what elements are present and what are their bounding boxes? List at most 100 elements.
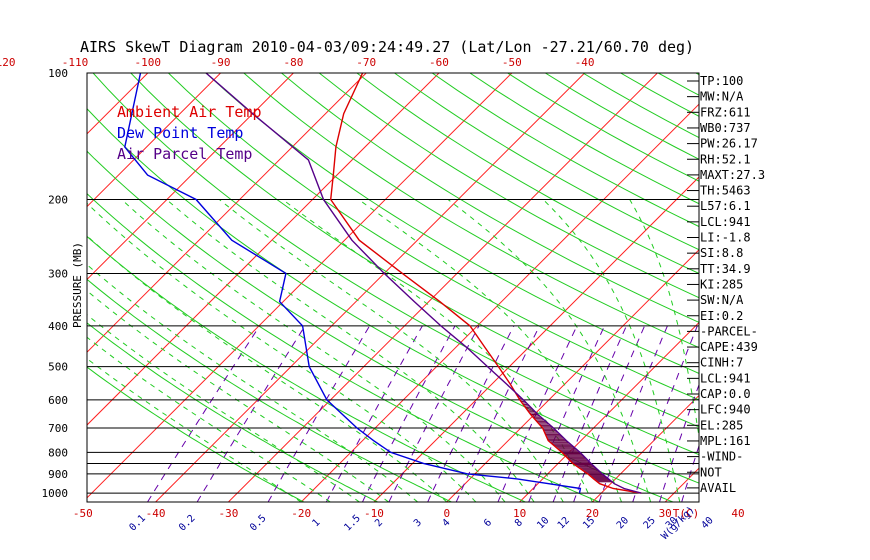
index-value: N/A	[722, 90, 744, 104]
sounding-series	[124, 73, 642, 494]
moist-adiabat-lines	[87, 199, 699, 502]
index-value: 52.1	[722, 152, 751, 166]
mixing-ratio-label: 12	[556, 515, 572, 531]
dry-adiabat	[87, 366, 305, 502]
index-item: LCL:941	[700, 215, 751, 229]
index-item: LCL:941	[700, 371, 751, 385]
dry-adiabat	[281, 73, 699, 323]
mixing-ratio-line	[632, 325, 698, 502]
index-item: MW:N/A	[700, 90, 744, 104]
index-item: TP:100	[700, 74, 743, 88]
dry-adiabat	[130, 73, 699, 428]
mixing-ratio-line	[552, 325, 627, 502]
bottom-temp-tick-label: 20	[586, 507, 599, 520]
index-item: EL:285	[700, 418, 743, 432]
dry-adiabat	[507, 73, 699, 182]
series-line-2	[124, 73, 582, 494]
index-value: 737	[729, 121, 751, 135]
index-label: PW	[700, 137, 715, 151]
dry-adiabat	[809, 73, 870, 502]
moist-adiabat	[87, 358, 302, 502]
index-item: -PARCEL-	[700, 324, 758, 338]
pressure-tick-label: 1000	[42, 487, 69, 500]
index-value: 27.3	[736, 168, 765, 182]
pressure-tick-label: 400	[48, 320, 68, 333]
index-label: SW	[700, 293, 715, 307]
mixing-ratio-line	[659, 383, 699, 502]
chart-title: AIRS SkewT Diagram 2010-04-03/09:24:49.2…	[80, 38, 694, 56]
index-item: LI:-1.8	[700, 231, 751, 245]
bottom-temp-tick-label: -20	[291, 507, 311, 520]
index-label: EI	[700, 309, 714, 323]
dry-adiabat	[658, 73, 699, 96]
pressure-tick-label: 200	[48, 193, 68, 206]
mixing-ratio-label: 1.5	[342, 513, 363, 534]
index-label: LI	[700, 231, 714, 245]
index-label: CAPE	[700, 340, 729, 354]
mixing-ratio-line	[361, 325, 456, 502]
pressure-tick-label: 900	[48, 468, 68, 481]
moist-adiabat	[87, 336, 331, 502]
index-label: LCL	[700, 215, 722, 229]
mixing-ratio-label: 6	[482, 517, 494, 529]
moist-adiabat	[121, 199, 506, 502]
legend: Ambient Air Temp Dew Point Temp Air Parcel…	[117, 103, 262, 163]
legend-entry: Ambient Air Temp	[117, 103, 262, 121]
index-item: TT:34.9	[700, 262, 751, 276]
index-item: RH:52.1	[700, 152, 751, 166]
isotherm-line	[155, 73, 585, 502]
index-label: LCL	[700, 371, 722, 385]
isotherm-line	[446, 249, 699, 502]
index-value: 100	[722, 74, 744, 88]
bottom-temp-tick-label: 0	[443, 507, 450, 520]
pressure-tick-label: 500	[48, 361, 68, 374]
moist-adiabat	[87, 264, 419, 502]
index-item: MPL:161	[700, 434, 751, 448]
dry-adiabat	[205, 73, 699, 374]
isotherm-line	[87, 73, 367, 353]
bottom-temp-tick-label: -40	[146, 507, 166, 520]
pressure-tick-label: 100	[48, 67, 68, 80]
index-item: SI:8.8	[700, 246, 743, 260]
moist-adiabat	[87, 202, 477, 502]
index-label: MPL	[700, 434, 722, 448]
index-label: KI	[700, 277, 714, 291]
index-item: PW:26.17	[700, 137, 758, 151]
pressure-tick-label: 600	[48, 394, 68, 407]
dry-adiabat	[168, 73, 699, 401]
moist-adiabat	[166, 199, 535, 502]
index-value: 161	[729, 434, 751, 448]
pressure-lines	[87, 198, 699, 494]
mixing-ratio-label: 0.2	[177, 513, 198, 534]
mixing-ratio-lines	[147, 325, 699, 502]
mixing-ratio-label: 25	[642, 515, 658, 531]
mixing-ratio-label: 3	[412, 517, 424, 529]
bottom-temp-tick-label: 10	[513, 507, 526, 520]
mixing-ratio-line	[147, 325, 261, 502]
mixing-ratio-label: 40	[699, 515, 715, 531]
isotherm-line	[87, 73, 221, 208]
isotherm-line	[811, 73, 870, 502]
isotherm-line	[300, 103, 699, 502]
index-label: MW	[700, 90, 715, 104]
index-item: KI:285	[700, 277, 743, 291]
dry-adiabat	[318, 73, 699, 299]
index-value: 34.9	[722, 262, 751, 276]
dry-adiabat	[431, 73, 699, 228]
index-label: MAXT	[700, 168, 729, 182]
index-label: CAP	[700, 387, 722, 401]
index-value: NOT	[700, 465, 722, 479]
bottom-temp-tick-label: -10	[364, 507, 384, 520]
isotherm-line	[87, 73, 513, 499]
index-item: FRZ:611	[700, 105, 751, 119]
mixing-ratio-line	[196, 325, 306, 502]
plot-frame	[86, 72, 700, 503]
index-item: TH:5463	[700, 184, 751, 198]
mixing-ratio-label: 20	[615, 515, 631, 531]
mixing-ratio-line	[388, 325, 480, 502]
index-value: 0.2	[722, 309, 744, 323]
cape-hatch-area	[515, 391, 613, 483]
index-label: SI	[700, 246, 714, 260]
